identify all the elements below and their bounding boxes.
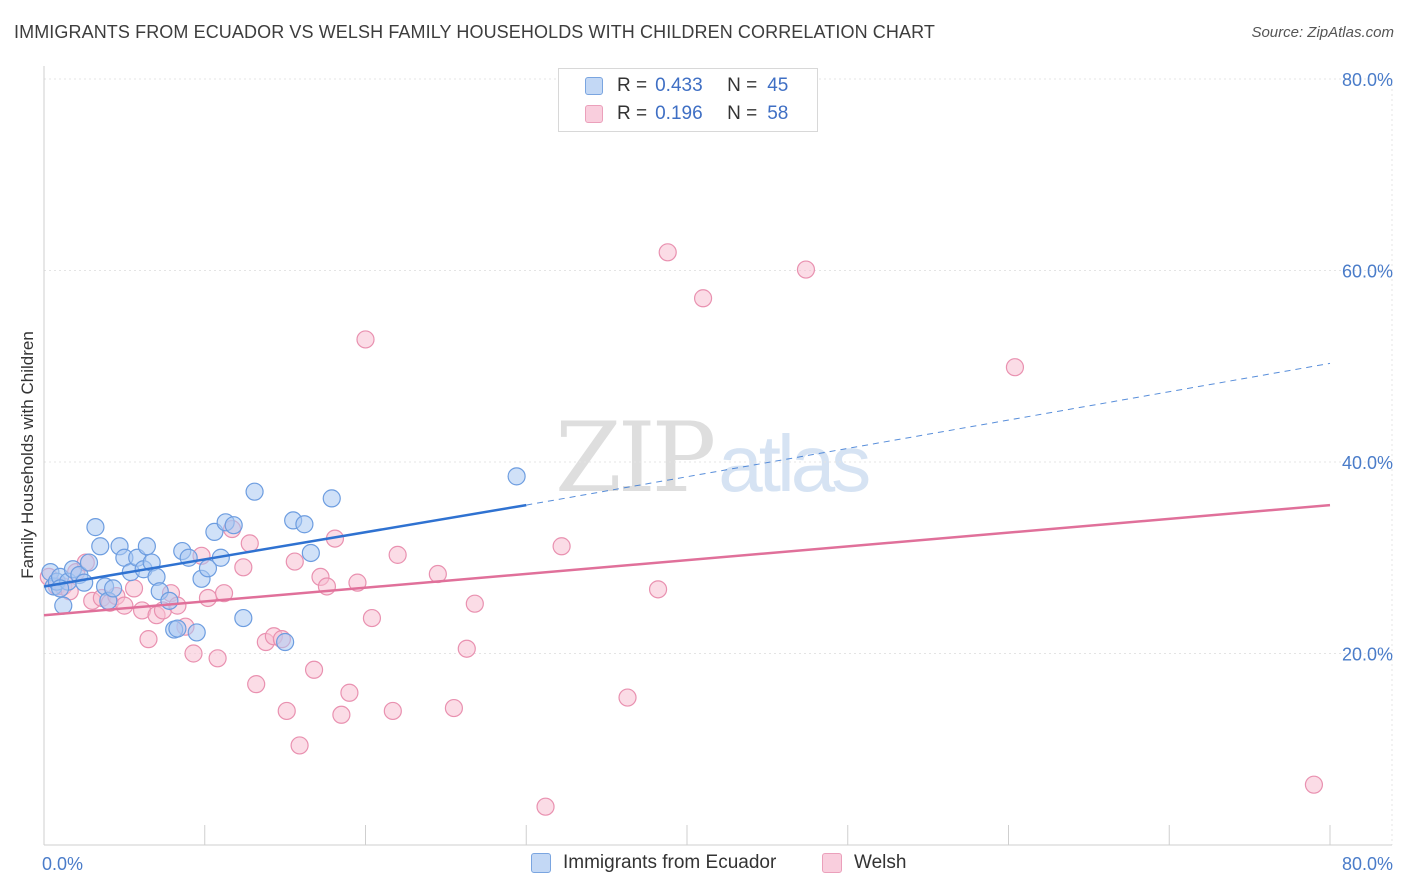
welsh-point xyxy=(465,594,484,613)
x-tick-label: 0.0% xyxy=(42,854,83,874)
ecuador-point xyxy=(187,623,206,642)
welsh-point xyxy=(1005,358,1025,377)
y-tick-label: 40.0% xyxy=(1342,453,1393,473)
x-tick-label: 80.0% xyxy=(1342,854,1393,874)
ecuador-point xyxy=(295,515,314,534)
legend-n-value: 58 xyxy=(767,103,789,124)
ecuador-point xyxy=(91,537,110,556)
welsh-point xyxy=(658,243,677,262)
ecuador-point xyxy=(137,537,156,556)
welsh-point xyxy=(1304,775,1324,794)
welsh-point xyxy=(285,552,304,571)
welsh-point xyxy=(444,698,464,718)
grid-lines xyxy=(44,78,1393,845)
ecuador-point xyxy=(54,596,73,615)
welsh-point xyxy=(388,545,407,564)
series-swatch-welsh xyxy=(822,853,842,873)
y-tick-label: 20.0% xyxy=(1342,645,1393,665)
correlation-legend: R = 0.433 N = 45 R = 0.196 N = 58 xyxy=(558,68,818,132)
x-tick-labels: 0.0% 80.0% xyxy=(42,854,1393,874)
welsh-point xyxy=(198,588,218,608)
legend-swatch-welsh xyxy=(585,105,603,123)
ecuador-point xyxy=(245,482,264,501)
ecuador-point xyxy=(322,489,341,508)
welsh-point xyxy=(304,660,324,679)
legend-n-label: N = xyxy=(727,103,758,124)
legend-n-label: N = xyxy=(727,75,758,96)
legend-swatch-ecuador xyxy=(585,77,603,95)
legend-r-label: R = xyxy=(617,103,648,124)
ecuador-point xyxy=(168,619,187,638)
welsh-point xyxy=(536,797,555,816)
legend-row-ecuador: R = 0.433 N = 45 xyxy=(585,72,788,100)
ecuador-point xyxy=(224,516,243,535)
ecuador-point xyxy=(79,553,99,572)
y-tick-label: 60.0% xyxy=(1342,262,1393,282)
ecuador-point xyxy=(234,608,253,628)
series-legend-label: Welsh xyxy=(854,852,907,873)
welsh-point xyxy=(362,608,382,628)
welsh-point xyxy=(796,260,816,279)
welsh-point xyxy=(618,688,637,707)
welsh-point xyxy=(240,534,259,553)
series-legend-welsh: Welsh xyxy=(822,852,906,874)
welsh-point xyxy=(383,701,402,721)
series-legend-ecuador: Immigrants from Ecuador xyxy=(531,852,776,874)
source-label: Source: ZipAtlas.com xyxy=(1251,24,1394,41)
series-legend: Immigrants from Ecuador Welsh xyxy=(0,852,1406,878)
y-tick-labels: 20.0% 40.0% 60.0% 80.0% xyxy=(1342,70,1393,665)
ecuador-trend-line xyxy=(43,503,527,588)
welsh-point xyxy=(356,330,375,349)
welsh-point xyxy=(332,705,351,724)
legend-row-welsh: R = 0.196 N = 58 xyxy=(585,100,788,128)
welsh-point xyxy=(124,579,144,598)
welsh-point xyxy=(234,558,253,577)
series-swatch-ecuador xyxy=(531,853,551,873)
ecuador-point xyxy=(104,579,123,598)
welsh-point xyxy=(208,649,227,668)
watermark-atlas: atlas xyxy=(718,419,871,508)
trend-lines xyxy=(43,362,1331,617)
legend-r-value: 0.433 xyxy=(655,75,703,96)
ecuador-points xyxy=(41,467,526,652)
ecuador-point xyxy=(75,573,94,592)
legend-n-value: 45 xyxy=(767,75,789,96)
legend-r-value: 0.196 xyxy=(655,103,703,124)
axes xyxy=(43,66,1392,846)
welsh-point xyxy=(552,537,571,556)
series-legend-label: Immigrants from Ecuador xyxy=(563,852,777,873)
chart-title: IMMIGRANTS FROM ECUADOR VS WELSH FAMILY … xyxy=(14,22,935,42)
ecuador-trend-extension xyxy=(526,362,1331,506)
ecuador-point xyxy=(160,591,179,610)
welsh-point xyxy=(457,639,476,658)
legend-r-label: R = xyxy=(617,75,648,96)
welsh-point xyxy=(277,701,296,721)
welsh-point xyxy=(247,675,266,694)
welsh-point xyxy=(693,289,713,308)
ecuador-point xyxy=(507,467,526,486)
welsh-point xyxy=(340,683,359,702)
ecuador-point xyxy=(301,543,320,563)
welsh-trend-line xyxy=(43,503,1331,617)
y-tick-label: 80.0% xyxy=(1342,70,1393,90)
welsh-point xyxy=(214,584,234,603)
welsh-point xyxy=(648,580,668,599)
welsh-point xyxy=(290,736,309,755)
ecuador-point xyxy=(276,632,295,652)
welsh-point xyxy=(115,596,134,615)
welsh-point xyxy=(139,630,158,649)
welsh-point xyxy=(184,644,203,663)
ecuador-point xyxy=(86,518,105,537)
